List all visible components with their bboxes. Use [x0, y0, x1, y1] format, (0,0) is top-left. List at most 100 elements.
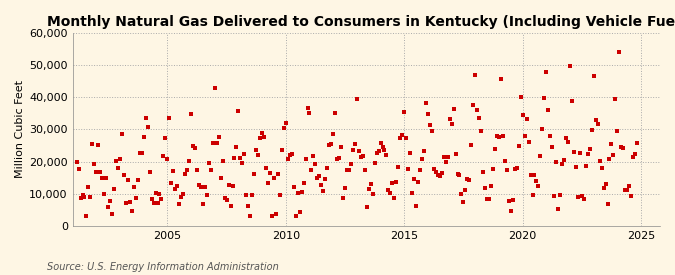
- Point: [539, 96, 549, 100]
- Point: [273, 172, 284, 176]
- Point: [225, 203, 236, 208]
- Point: [194, 183, 205, 187]
- Point: [602, 202, 613, 206]
- Point: [263, 181, 273, 186]
- Point: [497, 134, 508, 139]
- Point: [154, 192, 165, 196]
- Point: [95, 170, 106, 174]
- Point: [630, 151, 641, 156]
- Point: [97, 176, 107, 180]
- Point: [304, 111, 315, 115]
- Point: [474, 116, 485, 120]
- Point: [574, 150, 585, 155]
- Point: [608, 152, 619, 157]
- Point: [168, 168, 179, 173]
- Point: [589, 74, 599, 78]
- Point: [487, 167, 498, 171]
- Point: [211, 141, 222, 145]
- Point: [107, 212, 117, 216]
- Point: [519, 133, 530, 138]
- Point: [549, 194, 560, 198]
- Point: [296, 190, 307, 194]
- Point: [176, 195, 186, 199]
- Point: [484, 197, 495, 202]
- Point: [375, 141, 386, 145]
- Point: [203, 161, 214, 165]
- Point: [533, 183, 544, 188]
- Point: [322, 166, 333, 170]
- Point: [284, 152, 295, 157]
- Point: [77, 192, 88, 197]
- Point: [152, 201, 163, 205]
- Point: [604, 157, 615, 161]
- Point: [330, 111, 341, 115]
- Point: [576, 193, 587, 198]
- Point: [523, 140, 534, 144]
- Point: [427, 129, 437, 134]
- Point: [275, 192, 286, 197]
- Point: [215, 175, 226, 180]
- Point: [158, 153, 169, 158]
- Point: [381, 153, 392, 157]
- Point: [434, 174, 445, 178]
- Point: [600, 182, 611, 186]
- Point: [418, 149, 429, 153]
- Point: [389, 196, 400, 200]
- Point: [174, 202, 185, 207]
- Point: [233, 109, 244, 114]
- Point: [572, 195, 583, 199]
- Point: [286, 152, 297, 156]
- Point: [626, 194, 637, 198]
- Point: [300, 156, 311, 161]
- Point: [504, 199, 514, 204]
- Point: [429, 166, 439, 171]
- Point: [438, 155, 449, 159]
- Point: [464, 178, 475, 182]
- Point: [166, 180, 177, 185]
- Point: [442, 155, 453, 159]
- Text: Source: U.S. Energy Information Administration: Source: U.S. Energy Information Administ…: [47, 262, 279, 272]
- Point: [280, 121, 291, 125]
- Point: [316, 183, 327, 187]
- Point: [476, 129, 487, 133]
- Point: [470, 73, 481, 77]
- Point: [278, 126, 289, 130]
- Point: [333, 155, 344, 160]
- Point: [489, 147, 500, 151]
- Point: [555, 192, 566, 197]
- Point: [79, 195, 90, 199]
- Point: [387, 181, 398, 186]
- Point: [425, 123, 435, 127]
- Point: [551, 160, 562, 164]
- Point: [531, 179, 542, 183]
- Point: [201, 192, 212, 197]
- Point: [87, 142, 98, 146]
- Point: [363, 187, 374, 191]
- Y-axis label: Million Cubic Feet: Million Cubic Feet: [15, 80, 25, 178]
- Point: [111, 158, 122, 163]
- Point: [128, 185, 139, 189]
- Point: [344, 167, 354, 172]
- Point: [200, 185, 211, 189]
- Point: [302, 106, 313, 110]
- Point: [346, 162, 356, 166]
- Point: [192, 167, 202, 172]
- Point: [306, 168, 317, 172]
- Point: [73, 167, 84, 171]
- Point: [512, 166, 522, 170]
- Point: [331, 157, 342, 162]
- Point: [184, 159, 194, 163]
- Point: [614, 50, 625, 54]
- Point: [482, 197, 493, 202]
- Point: [527, 192, 538, 197]
- Point: [103, 205, 113, 209]
- Point: [89, 161, 100, 166]
- Point: [186, 112, 196, 116]
- Point: [612, 129, 623, 134]
- Point: [221, 198, 232, 202]
- Point: [570, 165, 581, 170]
- Point: [379, 148, 390, 153]
- Point: [259, 135, 269, 139]
- Point: [348, 148, 358, 152]
- Point: [239, 152, 250, 156]
